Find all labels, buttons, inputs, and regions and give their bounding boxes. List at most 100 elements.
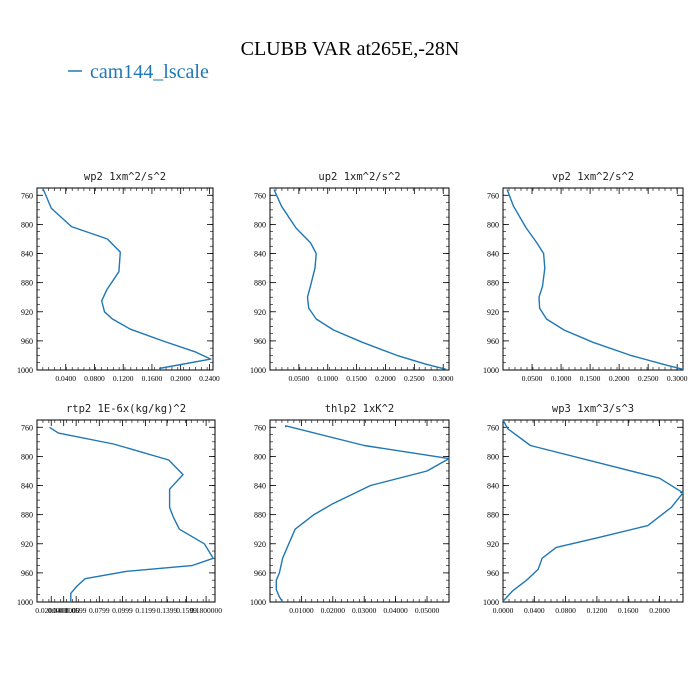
y-tick-label: 920: [254, 308, 266, 317]
x-tick-label: 0.0800: [555, 606, 576, 615]
x-tick-label: 0.1200: [587, 606, 608, 615]
y-tick-label: 760: [487, 191, 499, 200]
series-line: [42, 187, 212, 370]
x-tick-label: 0.2500: [638, 374, 659, 383]
x-tick-label: 0.03000: [352, 606, 377, 615]
legend-label: cam144_lscale: [90, 61, 209, 83]
y-tick-label: 760: [254, 191, 266, 200]
x-tick-label: 0.3000: [667, 374, 688, 383]
y-tick-label: 840: [21, 482, 33, 491]
x-tick-label: 0.0400: [55, 374, 76, 383]
x-tick-label: 0.04000: [383, 606, 408, 615]
x-tick-label: 0.2000: [609, 374, 630, 383]
panel-title: rtp2 1E-6x(kg/kg)^2: [66, 403, 186, 415]
y-tick-label: 800: [21, 452, 33, 461]
y-tick-label: 800: [21, 220, 33, 229]
x-tick-label: 0.1399: [157, 606, 178, 615]
x-tick-label: 0.2000: [649, 606, 670, 615]
y-tick-label: 760: [21, 423, 33, 432]
series-line: [502, 419, 684, 602]
y-tick-label: 880: [487, 279, 499, 288]
x-tick-label: 0.3000: [433, 374, 454, 383]
y-tick-label: 960: [21, 337, 33, 346]
y-tick-label: 960: [254, 337, 266, 346]
panel-6: wp3 1xm^3/s^3 760 800 840 880 920 960 10000.000…: [483, 403, 684, 615]
y-tick-label: 840: [487, 250, 499, 259]
y-tick-label: 1000: [17, 366, 33, 375]
y-tick-label: 880: [487, 511, 499, 520]
y-tick-label: 840: [487, 482, 499, 491]
y-tick-label: 800: [254, 452, 266, 461]
x-tick-label: 0.2400: [199, 374, 220, 383]
y-tick-label: 920: [254, 540, 266, 549]
y-tick-label: 840: [254, 482, 266, 491]
x-tick-label: 0.1000: [551, 374, 572, 383]
y-tick-label: 1000: [17, 598, 33, 607]
x-tick-label: 0.0200000: [35, 606, 67, 615]
x-tick-label: 0.1000: [317, 374, 338, 383]
x-tick-label: 0.1199: [135, 606, 156, 615]
y-tick-label: 840: [254, 250, 266, 259]
y-tick-label: 920: [487, 308, 499, 317]
plot-frame: [269, 187, 450, 371]
x-tick-label: 0.0799: [89, 606, 110, 615]
x-tick-label: 0.2500: [404, 374, 425, 383]
x-tick-label: 0.0500: [522, 374, 543, 383]
y-tick-label: 760: [21, 191, 33, 200]
x-tick-label: 0.0800: [84, 374, 105, 383]
series-line: [506, 189, 684, 370]
x-tick-label: 0.2000: [170, 374, 191, 383]
x-tick-label: 0.2000: [375, 374, 396, 383]
x-tick-label: 0.0599: [66, 606, 87, 615]
y-tick-label: 840: [21, 250, 33, 259]
y-tick-label: 880: [254, 279, 266, 288]
panel-title: vp2 1xm^2/s^2: [552, 171, 634, 183]
x-tick-label: 0.0400000: [48, 606, 80, 615]
plot-frame: [269, 419, 450, 603]
x-tick-label: 0.1800000: [190, 606, 222, 615]
series-line: [275, 425, 450, 603]
panel-2: up2 1xm^2/s^2 760 800 840 880 920 960 1000 0.050…: [250, 171, 454, 383]
panel-title: thlp2 1xK^2: [325, 403, 395, 415]
panel-5: thlp2 1xK^2 760 800 840 880 920 960 1000 0.01000…: [250, 403, 450, 615]
x-tick-label: 0.1600: [142, 374, 163, 383]
y-tick-label: 880: [254, 511, 266, 520]
y-tick-label: 1000: [483, 598, 499, 607]
x-tick-label: 0.1200: [113, 374, 134, 383]
y-tick-label: 1000: [483, 366, 499, 375]
panel-1: wp2 1xm^2/s^2 760 800 840 880 920 960 1000 0.040…: [17, 171, 220, 383]
panels-group: wp2 1xm^2/s^2 760 800 840 880 920 960 1000 0.040…: [17, 171, 688, 615]
plot-frame: [36, 187, 214, 371]
panel-title: wp2 1xm^2/s^2: [84, 171, 166, 183]
y-tick-label: 920: [21, 540, 33, 549]
plot-frame: [502, 419, 684, 603]
x-tick-label: 0.0000: [493, 606, 514, 615]
y-tick-label: 800: [487, 220, 499, 229]
x-tick-label: 0.01000: [289, 606, 314, 615]
y-tick-label: 880: [21, 279, 33, 288]
x-tick-label: 0.0400: [524, 606, 545, 615]
y-tick-label: 880: [21, 511, 33, 520]
legend: cam144_lscale: [68, 61, 209, 83]
panel-4: rtp2 1E-6x(kg/kg)^2 760 800 840 880 920 960 100…: [17, 403, 222, 615]
y-tick-label: 960: [487, 337, 499, 346]
panel-title: up2 1xm^2/s^2: [318, 171, 400, 183]
figure-title: CLUBB VAR at265E,-28N: [241, 38, 460, 60]
y-tick-label: 800: [254, 220, 266, 229]
y-tick-label: 960: [487, 569, 499, 578]
x-tick-label: 0.0999: [112, 606, 133, 615]
y-tick-label: 760: [487, 423, 499, 432]
y-tick-label: 800: [487, 452, 499, 461]
series-line: [49, 426, 214, 602]
series-line: [273, 189, 447, 370]
y-tick-label: 920: [21, 308, 33, 317]
y-tick-label: 960: [254, 569, 266, 578]
y-tick-label: 960: [21, 569, 33, 578]
x-tick-label: 0.0500: [289, 374, 310, 383]
x-tick-label: 0.1500: [580, 374, 601, 383]
x-tick-label: 0.1599: [176, 606, 197, 615]
y-tick-label: 1000: [250, 366, 266, 375]
panel-3: vp2 1xm^2/s^2 760 800 840 880 920 960 1000 0.050…: [483, 171, 688, 383]
x-tick-label: 0.1600: [618, 606, 639, 615]
